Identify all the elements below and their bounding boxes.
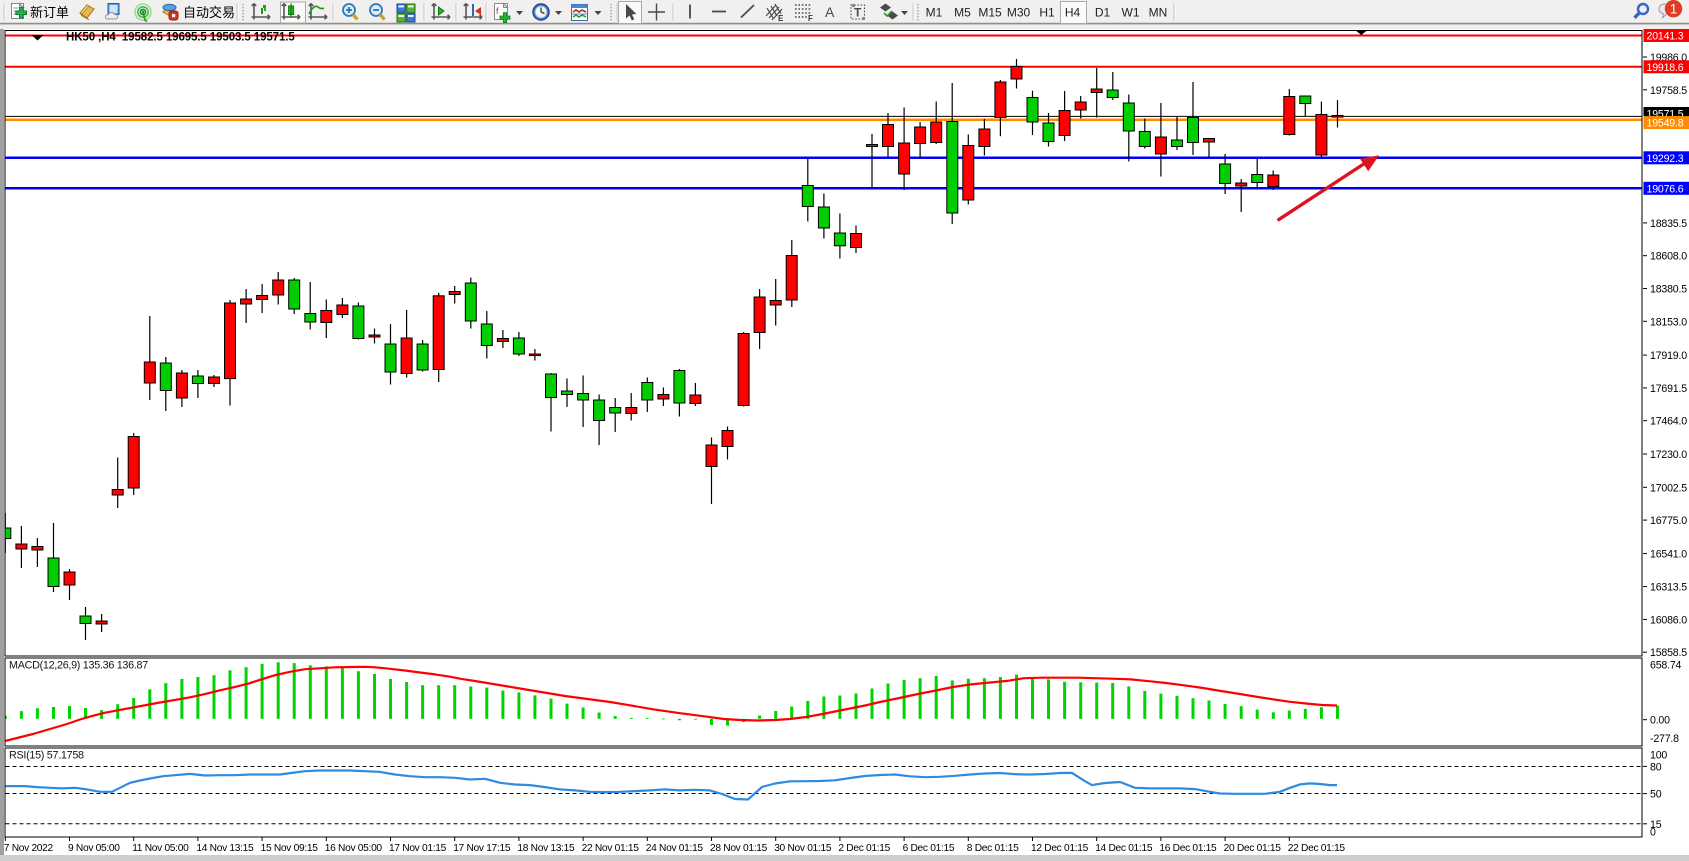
svg-text:15858.5: 15858.5 [1650, 647, 1687, 659]
svg-text:2 Dec 01:15: 2 Dec 01:15 [838, 843, 890, 854]
svg-text:H4: H4 [1065, 6, 1081, 20]
svg-text:18835.5: 18835.5 [1650, 218, 1687, 230]
svg-text:11 Nov 05:00: 11 Nov 05:00 [132, 843, 189, 854]
svg-text:新订单: 新订单 [30, 5, 69, 20]
svg-text:17 Nov 01:15: 17 Nov 01:15 [389, 843, 447, 854]
svg-text:16 Nov 05:00: 16 Nov 05:00 [325, 843, 383, 854]
svg-text:80: 80 [1650, 761, 1662, 773]
svg-text:E: E [778, 14, 784, 23]
svg-text:50: 50 [1650, 789, 1662, 801]
svg-text:自动交易: 自动交易 [183, 5, 235, 20]
svg-text:18380.5: 18380.5 [1650, 284, 1687, 296]
svg-text:0: 0 [1650, 827, 1656, 839]
svg-text:17464.0: 17464.0 [1650, 416, 1687, 428]
svg-text:14 Dec 01:15: 14 Dec 01:15 [1095, 843, 1153, 854]
svg-text:16086.0: 16086.0 [1650, 614, 1687, 626]
svg-text:28 Nov 01:15: 28 Nov 01:15 [710, 843, 768, 854]
svg-text:15: 15 [1650, 819, 1662, 831]
svg-text:A: A [825, 4, 835, 20]
svg-text:19918.6: 19918.6 [1647, 62, 1684, 74]
svg-text:15 Nov 09:15: 15 Nov 09:15 [261, 843, 319, 854]
svg-text:18608.0: 18608.0 [1650, 251, 1687, 263]
svg-text:M5: M5 [954, 6, 971, 20]
svg-text:19076.6: 19076.6 [1647, 183, 1684, 195]
svg-text:RSI(15) 57.1758: RSI(15) 57.1758 [9, 750, 84, 762]
svg-text:HK50 ,H4 19582.5 19695.5 1950: HK50 ,H4 19582.5 19695.5 19503.5 19571.5 [66, 32, 295, 44]
svg-text:M15: M15 [978, 6, 1002, 20]
svg-text:22 Dec 01:15: 22 Dec 01:15 [1288, 843, 1346, 854]
svg-text:18 Nov 13:15: 18 Nov 13:15 [517, 843, 575, 854]
svg-text:D1: D1 [1095, 6, 1111, 20]
svg-text:658.74: 658.74 [1650, 660, 1682, 672]
svg-text:30 Nov 01:15: 30 Nov 01:15 [774, 843, 832, 854]
svg-text:17919.0: 17919.0 [1650, 350, 1687, 362]
svg-text:19758.5: 19758.5 [1650, 85, 1687, 97]
svg-text:M1: M1 [926, 6, 943, 20]
svg-text:T: T [854, 6, 862, 20]
svg-text:22 Nov 01:15: 22 Nov 01:15 [582, 843, 640, 854]
svg-text:f: f [496, 6, 499, 16]
svg-text:17691.5: 17691.5 [1650, 383, 1687, 395]
svg-text:8 Dec 01:15: 8 Dec 01:15 [967, 843, 1019, 854]
svg-text:M30: M30 [1007, 6, 1031, 20]
svg-text:20 Dec 01:15: 20 Dec 01:15 [1224, 843, 1282, 854]
svg-text:14 Nov 13:15: 14 Nov 13:15 [196, 843, 254, 854]
svg-text:0.00: 0.00 [1650, 715, 1670, 727]
svg-text:1: 1 [1670, 2, 1678, 17]
svg-text:20141.3: 20141.3 [1647, 31, 1684, 43]
svg-text:17230.0: 17230.0 [1650, 449, 1687, 461]
svg-text:24 Nov 01:15: 24 Nov 01:15 [646, 843, 704, 854]
svg-text:MACD(12,26,9) 135.36 136.87: MACD(12,26,9) 135.36 136.87 [9, 660, 148, 672]
svg-text:-277.8: -277.8 [1650, 733, 1679, 745]
svg-text:16313.5: 16313.5 [1650, 582, 1687, 594]
svg-text:19549.8: 19549.8 [1647, 118, 1684, 130]
svg-text:W1: W1 [1122, 6, 1140, 20]
svg-text:MN: MN [1149, 6, 1168, 20]
svg-text:19292.3: 19292.3 [1647, 153, 1684, 165]
svg-text:12 Dec 01:15: 12 Dec 01:15 [1031, 843, 1089, 854]
svg-text:H1: H1 [1039, 6, 1055, 20]
svg-text:18153.0: 18153.0 [1650, 316, 1687, 328]
svg-text:17002.5: 17002.5 [1650, 482, 1687, 494]
svg-text:17 Nov 17:15: 17 Nov 17:15 [453, 843, 511, 854]
svg-text:16 Dec 01:15: 16 Dec 01:15 [1159, 843, 1217, 854]
svg-text:7 Nov 2022: 7 Nov 2022 [4, 843, 54, 854]
svg-text:6 Dec 01:15: 6 Dec 01:15 [903, 843, 955, 854]
svg-text:100: 100 [1650, 750, 1667, 762]
svg-text:16775.0: 16775.0 [1650, 515, 1687, 527]
svg-text:9 Nov 05:00: 9 Nov 05:00 [68, 843, 120, 854]
svg-text:F: F [808, 14, 813, 23]
svg-text:16541.0: 16541.0 [1650, 549, 1687, 561]
